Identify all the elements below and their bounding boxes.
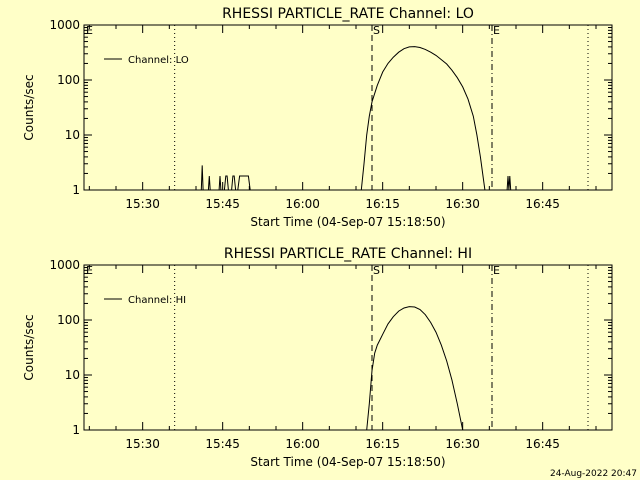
top-panel-x-tick-label: 15:45 (205, 197, 240, 211)
top-panel-y-tick-label: 100 (57, 73, 80, 87)
top-panel-x-tick-label: 16:45 (525, 197, 560, 211)
bottom-panel-title: RHESSI PARTICLE_RATE Channel: HI (224, 246, 472, 262)
top-panel-marker-label: S (373, 24, 380, 37)
bottom-panel-marker-label: E (493, 264, 500, 277)
panels-layer: RHESSI PARTICLE_RATE Channel: LO Counts/s… (22, 6, 613, 469)
bottom-panel-y-tick-label: 10 (65, 368, 80, 382)
top-panel-title: RHESSI PARTICLE_RATE Channel: LO (222, 6, 474, 22)
bottom-panel-x-tick-label: 16:45 (525, 437, 560, 451)
bottom-panel: RHESSI PARTICLE_RATE Channel: HI Counts/s… (22, 246, 613, 469)
top-panel-x-tick-label: 16:30 (445, 197, 480, 211)
top-panel-y-tick-label: 10 (65, 128, 80, 142)
top-panel-legend-label: Channel: LO (128, 55, 189, 66)
top-panel-corner-label: E (86, 24, 93, 37)
top-panel-frame (83, 24, 613, 191)
footer-date: 24-Aug-2022 20:47 (550, 469, 637, 479)
bottom-panel-y-tick-label: 1 (72, 423, 80, 437)
bottom-panel-marker-label: S (373, 264, 380, 277)
top-panel-y-tick-label: 1000 (49, 18, 80, 32)
bottom-panel-x-tick-label: 16:00 (285, 437, 320, 451)
bottom-panel-y-tick-label: 1000 (49, 258, 80, 272)
bottom-panel-series-line (366, 306, 464, 431)
top-panel-x-tick-label: 16:00 (285, 197, 320, 211)
bottom-panel-frame (83, 264, 613, 431)
bottom-panel-x-tick-label: 16:15 (365, 437, 400, 451)
top-panel-y-tick-label: 1 (72, 183, 80, 197)
bottom-panel-x-tick-label: 15:30 (125, 437, 160, 451)
top-panel-y-axis-label: Counts/sec (22, 74, 36, 140)
top-panel-x-tick-label: 16:15 (365, 197, 400, 211)
bottom-panel-legend-label: Channel: HI (128, 295, 186, 306)
top-panel-x-tick-label: 15:30 (125, 197, 160, 211)
top-panel-x-axis-label: Start Time (04-Sep-07 15:18:50) (250, 215, 445, 229)
top-panel-marker-label: E (493, 24, 500, 37)
bottom-panel-y-axis-label: Counts/sec (22, 314, 36, 380)
bottom-panel-x-tick-label: 15:45 (205, 437, 240, 451)
bottom-panel-y-tick-label: 100 (57, 313, 80, 327)
bottom-panel-x-tick-label: 16:30 (445, 437, 480, 451)
bottom-panel-corner-label: E (86, 264, 93, 277)
top-panel-series-line (200, 46, 512, 191)
top-panel: RHESSI PARTICLE_RATE Channel: LO Counts/s… (22, 6, 613, 229)
bottom-panel-x-axis-label: Start Time (04-Sep-07 15:18:50) (250, 455, 445, 469)
